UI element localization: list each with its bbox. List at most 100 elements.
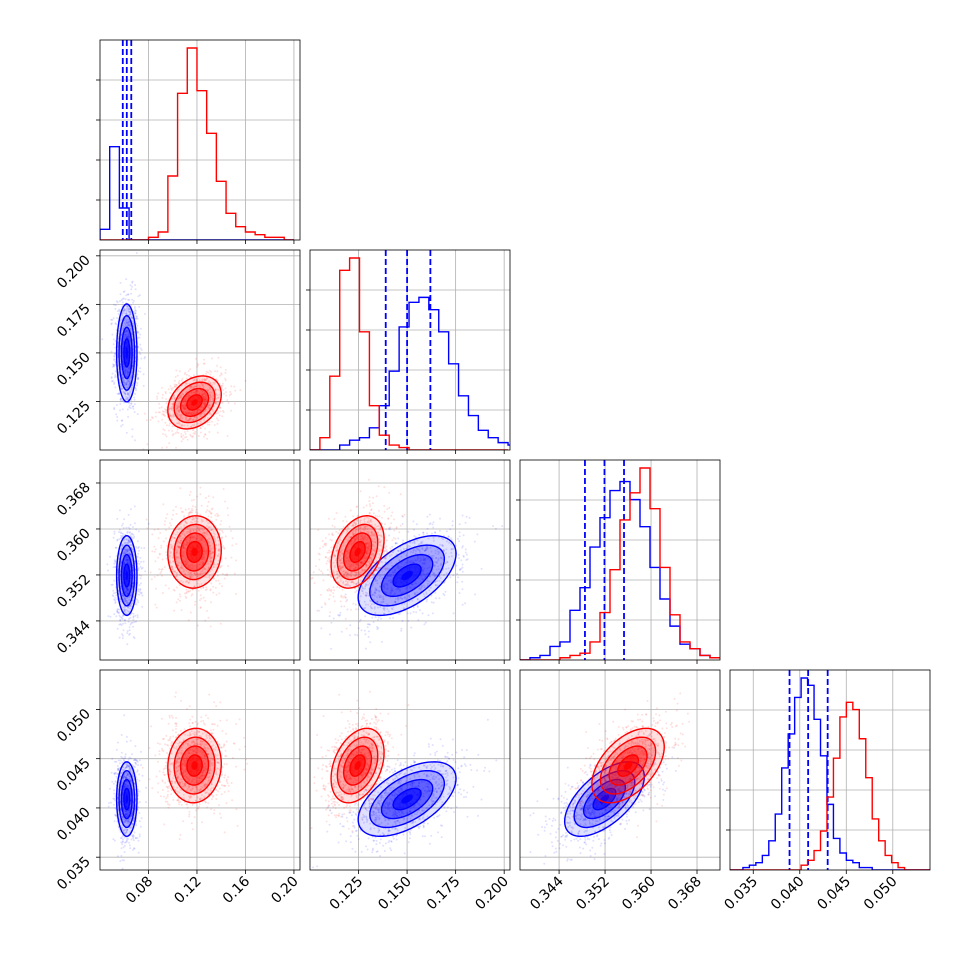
scatter-point xyxy=(143,561,145,563)
scatter-point xyxy=(139,563,141,565)
scatter-point xyxy=(159,407,161,409)
scatter-point xyxy=(118,393,120,395)
scatter-point xyxy=(131,428,133,430)
scatter-point xyxy=(205,373,207,375)
scatter-point xyxy=(367,623,369,625)
scatter-point xyxy=(171,518,173,520)
scatter-point xyxy=(203,597,205,599)
scatter-point xyxy=(218,357,220,359)
scatter-point xyxy=(156,396,158,398)
scatter-point xyxy=(130,293,132,295)
scatter-point xyxy=(465,552,467,554)
scatter-point xyxy=(127,630,129,632)
scatter-point xyxy=(133,397,135,399)
scatter-point xyxy=(225,535,227,537)
scatter-point xyxy=(129,633,131,635)
scatter-point xyxy=(168,388,170,390)
scatter-point xyxy=(170,385,172,387)
scatter-point xyxy=(113,408,115,410)
scatter-point xyxy=(377,627,379,629)
scatter-point xyxy=(455,565,457,567)
scatter-point xyxy=(373,621,375,623)
scatter-point xyxy=(431,601,433,603)
scatter-point xyxy=(448,536,450,538)
scatter-point xyxy=(181,511,183,513)
scatter-point xyxy=(355,608,357,610)
scatter-point xyxy=(212,586,214,588)
scatter-point xyxy=(230,385,232,387)
scatter-point xyxy=(224,378,226,380)
scatter-point xyxy=(101,338,103,340)
scatter-point xyxy=(185,509,187,511)
scatter-point xyxy=(193,499,195,501)
scatter-point xyxy=(219,414,221,416)
scatter-point xyxy=(423,534,425,536)
scatter-point xyxy=(495,528,497,530)
scatter-point xyxy=(191,500,193,502)
scatter-point xyxy=(463,556,465,558)
scatter-point xyxy=(119,403,121,405)
scatter-point xyxy=(427,528,429,530)
scatter-point xyxy=(210,626,212,628)
scatter-point xyxy=(201,505,203,507)
scatter-point xyxy=(129,528,131,530)
scatter-point xyxy=(474,541,476,543)
scatter-point xyxy=(117,628,119,630)
scatter-point xyxy=(193,374,195,376)
scatter-point xyxy=(189,511,191,513)
scatter-point xyxy=(364,630,366,632)
scatter-point xyxy=(139,351,141,353)
scatter-point xyxy=(188,370,190,372)
scatter-panel-2-1 xyxy=(301,460,510,660)
scatter-point xyxy=(326,563,328,565)
scatter-point xyxy=(166,446,168,448)
scatter-point xyxy=(165,529,167,531)
scatter-point xyxy=(135,621,137,623)
scatter-point xyxy=(158,537,160,539)
scatter-point xyxy=(110,323,112,325)
panel-content xyxy=(106,487,237,646)
scatter-point xyxy=(146,527,148,529)
scatter-point xyxy=(194,506,196,508)
scatter-point xyxy=(168,425,170,427)
scatter-point xyxy=(208,431,210,433)
scatter-point xyxy=(130,508,132,510)
scatter-point xyxy=(425,622,427,624)
scatter-point xyxy=(160,545,162,547)
scatter-point xyxy=(185,597,187,599)
scatter-point xyxy=(235,593,237,595)
scatter-point xyxy=(386,508,388,510)
scatter-point xyxy=(122,424,124,426)
scatter-point xyxy=(349,624,351,626)
scatter-point xyxy=(166,424,168,426)
scatter-point xyxy=(462,604,464,606)
scatter-point xyxy=(114,531,116,533)
scatter-point xyxy=(137,540,139,542)
scatter-point xyxy=(117,608,119,610)
scatter-point xyxy=(333,586,335,588)
scatter-point xyxy=(205,434,207,436)
scatter-point xyxy=(400,630,402,632)
scatter-point xyxy=(375,616,377,618)
scatter-point xyxy=(163,411,165,413)
scatter-point xyxy=(176,384,178,386)
scatter-point xyxy=(115,547,117,549)
scatter-point xyxy=(317,529,319,531)
scatter-point xyxy=(139,337,141,339)
scatter-point xyxy=(160,547,162,549)
scatter-point xyxy=(136,252,138,254)
scatter-point xyxy=(133,636,135,638)
scatter-point xyxy=(114,308,116,310)
scatter-point xyxy=(205,511,207,513)
scatter-point xyxy=(124,619,126,621)
scatter-point xyxy=(155,548,157,550)
scatter-point xyxy=(383,565,385,567)
scatter-point xyxy=(462,564,464,566)
histogram-panel-1 xyxy=(310,250,528,450)
scatter-point xyxy=(205,497,207,499)
scatter-point xyxy=(161,575,163,577)
scatter-point xyxy=(217,419,219,421)
scatter-point xyxy=(219,529,221,531)
scatter-point xyxy=(134,284,136,286)
